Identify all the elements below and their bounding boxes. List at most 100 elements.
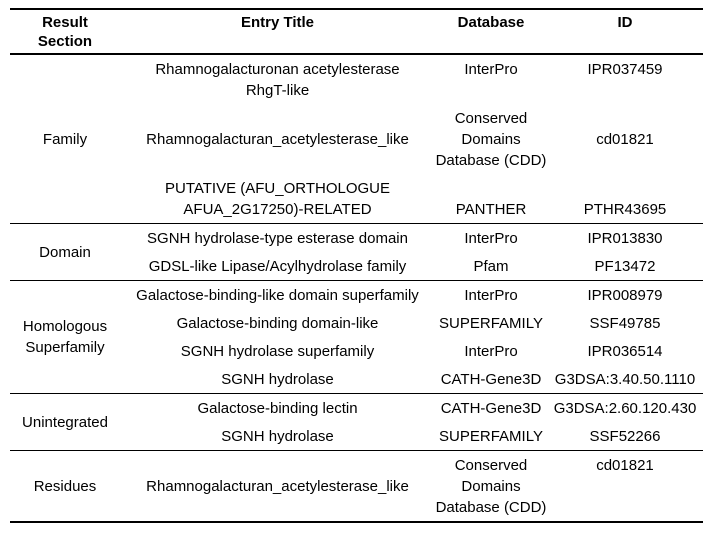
entry-title-cell: GDSL-like Lipase/Acylhydrolase family <box>120 252 435 280</box>
entry-title-cell-text: SGNH hydrolase-type esterase domain <box>147 229 408 247</box>
section-row-residues: Residues Rhamnogalacturan_acetylesterase_… <box>10 451 703 521</box>
table-row: Rhamnogalacturan_acetylesterase_like Cons… <box>120 104 703 174</box>
id-cell: IPR036514 <box>547 337 703 365</box>
entry-title-cell: SGNH hydrolase-type esterase domain <box>120 224 435 252</box>
section-label: Unintegrated <box>22 413 108 431</box>
entry-title-cell: Rhamnogalacturonan acetylesterase RhgT-li… <box>120 55 435 104</box>
table-row: Galactose-binding lectin CATH-Gene3D G3DSA… <box>120 394 703 422</box>
id-cell-text: PF13472 <box>594 257 656 275</box>
id-cell: SSF49785 <box>547 309 703 337</box>
entry-title-cell: Rhamnogalacturan_acetylesterase_like <box>120 104 435 174</box>
column-header-entry-title: Entry Title <box>240 14 315 31</box>
id-cell: G3DSA:3.40.50.1110 <box>547 365 703 393</box>
table-row: SGNH hydrolase-type esterase domain Inter… <box>120 224 703 252</box>
database-cell: InterPro <box>435 281 547 309</box>
database-cell-text: Database (CDD) <box>435 151 547 169</box>
entry-title-cell-text: Rhamnogalacturan_acetylesterase_like <box>146 130 409 148</box>
section-row-unintegrated: Unintegrated Galactose-binding lectin CATH… <box>10 394 703 451</box>
table-row: Rhamnogalacturan_acetylesterase_like Cons… <box>120 451 703 521</box>
entry-title-cell-text: PUTATIVE (AFU_ORTHOLOGUE <box>164 179 391 197</box>
id-cell-text: cd01821 <box>596 130 654 148</box>
entry-title-cell: Galactose-binding-like domain superfamil… <box>120 281 435 309</box>
section-entries: Rhamnogalacturonan acetylesterase RhgT-li… <box>120 55 703 223</box>
id-cell: G3DSA:2.60.120.430 <box>547 394 703 422</box>
id-cell-text: G3DSA:3.40.50.1110 <box>554 370 696 388</box>
entry-title-cell-text: SGNH hydrolase superfamily <box>180 342 375 360</box>
id-cell: SSF52266 <box>547 422 703 450</box>
database-cell-text: Database (CDD) <box>435 498 547 516</box>
database-cell: CATH-Gene3D <box>435 394 547 422</box>
entry-title-cell: SGNH hydrolase <box>120 422 435 450</box>
section-label: Residues <box>33 477 97 495</box>
database-cell-text: InterPro <box>464 60 518 78</box>
id-cell: cd01821 <box>547 104 703 174</box>
database-cell-text: CATH-Gene3D <box>440 399 542 417</box>
database-cell-text: InterPro <box>464 342 518 360</box>
entry-title-cell: SGNH hydrolase <box>120 365 435 393</box>
entry-title-cell-text: Rhamnogalacturonan acetylesterase <box>155 60 400 78</box>
column-header-result-section-label: Result Section <box>37 14 93 50</box>
id-cell-text: cd01821 <box>596 456 654 474</box>
database-cell: PANTHER <box>435 174 547 223</box>
entry-title-cell-text: SGNH hydrolase <box>221 427 334 445</box>
id-cell-text: SSF49785 <box>589 314 661 332</box>
entry-title-cell-text: Galactose-binding-like domain superfamil… <box>136 286 419 304</box>
entry-title-cell-text: SGNH hydrolase <box>221 370 334 388</box>
database-cell-text: InterPro <box>464 286 518 304</box>
database-cell: SUPERFAMILY <box>435 309 547 337</box>
entry-title-cell-text: RhgT-like <box>245 81 310 99</box>
entry-title-cell-text: GDSL-like Lipase/Acylhydrolase family <box>148 257 407 275</box>
database-cell-text: SUPERFAMILY <box>439 314 543 332</box>
section-entries: Galactose-binding-like domain superfamil… <box>120 281 703 393</box>
id-cell-text: G3DSA:2.60.120.430 <box>553 399 697 417</box>
id-cell: PF13472 <box>547 252 703 280</box>
table-row: Rhamnogalacturonan acetylesterase RhgT-li… <box>120 55 703 104</box>
id-cell-text: SSF52266 <box>589 427 661 445</box>
table-row: Galactose-binding-like domain superfamil… <box>120 281 703 309</box>
entry-title-cell-text: Galactose-binding lectin <box>197 399 358 417</box>
column-header-result-section: Result Section <box>10 10 120 53</box>
table-row: SGNH hydrolase superfamily InterPro IPR036… <box>120 337 703 365</box>
database-cell: InterPro <box>435 337 547 365</box>
database-cell-text: PANTHER <box>455 200 527 218</box>
database-cell: Conserved Domains Database (CDD) <box>435 104 547 174</box>
table-row: SGNH hydrolase CATH-Gene3D G3DSA:3.40.50.1… <box>120 365 703 393</box>
section-entries: Rhamnogalacturan_acetylesterase_like Cons… <box>120 451 703 521</box>
id-cell-text: IPR037459 <box>587 60 663 78</box>
table-row: GDSL-like Lipase/Acylhydrolase family Pfa… <box>120 252 703 280</box>
section-label: Family <box>42 130 88 148</box>
entry-title-cell: Galactose-binding lectin <box>120 394 435 422</box>
database-cell-text: CATH-Gene3D <box>440 370 542 388</box>
database-cell-text: Conserved <box>454 109 528 127</box>
database-cell-text: Pfam <box>473 257 509 275</box>
entry-title-cell: PUTATIVE (AFU_ORTHOLOGUE AFUA_2G17250)-RE… <box>120 174 435 223</box>
database-cell: CATH-Gene3D <box>435 365 547 393</box>
entry-title-cell-text: AFUA_2G17250)-RELATED <box>183 200 372 218</box>
table-row: SGNH hydrolase SUPERFAMILY SSF52266 <box>120 422 703 450</box>
database-cell: Conserved Domains Database (CDD) <box>435 451 547 521</box>
database-cell-text: SUPERFAMILY <box>439 427 543 445</box>
column-header-id: ID <box>617 14 633 31</box>
entry-title-cell: Rhamnogalacturan_acetylesterase_like <box>120 451 435 521</box>
table-row: PUTATIVE (AFU_ORTHOLOGUE AFUA_2G17250)-RE… <box>120 174 703 223</box>
entry-title-cell-text: Galactose-binding domain-like <box>176 314 379 332</box>
table-body: Family Rhamnogalacturonan acetylesterase R… <box>10 55 703 521</box>
column-header-database: Database <box>457 14 525 31</box>
table-header-row: Result Section Entry Title Database ID <box>10 10 703 55</box>
id-cell: PTHR43695 <box>547 174 703 223</box>
database-cell-text: Domains <box>461 130 521 148</box>
id-cell-text: PTHR43695 <box>583 200 667 218</box>
database-cell: Pfam <box>435 252 547 280</box>
section-row-domain: Domain SGNH hydrolase-type esterase domai… <box>10 224 703 281</box>
id-cell: IPR013830 <box>547 224 703 252</box>
database-cell: InterPro <box>435 55 547 104</box>
database-cell-text: Domains <box>461 477 521 495</box>
database-cell-text: InterPro <box>464 229 518 247</box>
database-cell: InterPro <box>435 224 547 252</box>
id-cell-text: IPR036514 <box>587 342 663 360</box>
id-cell: IPR037459 <box>547 55 703 104</box>
section-entries: Galactose-binding lectin CATH-Gene3D G3DSA… <box>120 394 703 450</box>
database-cell: SUPERFAMILY <box>435 422 547 450</box>
entry-title-cell-text: Rhamnogalacturan_acetylesterase_like <box>146 477 409 495</box>
